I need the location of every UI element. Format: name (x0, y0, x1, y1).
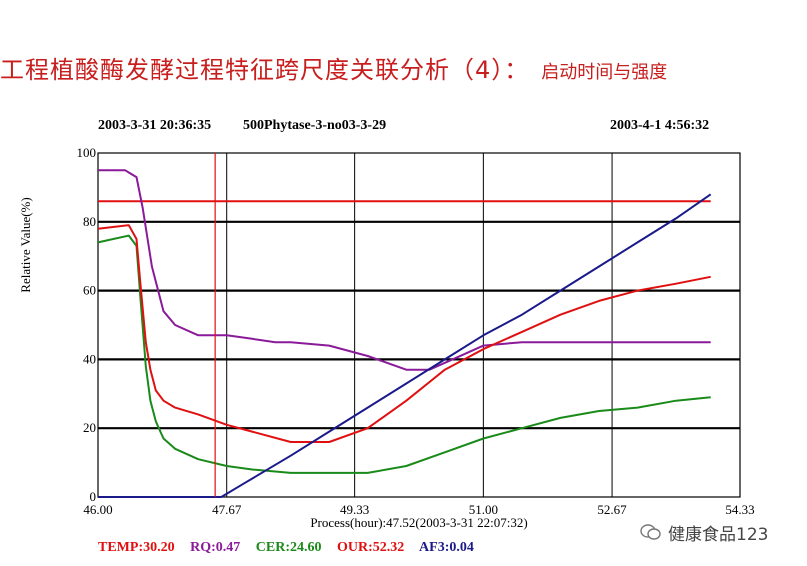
x-tick-label: 49.33 (340, 502, 369, 517)
title-main: 工程植酸酶发酵过程特征跨尺度关联分析（4）： (0, 56, 530, 84)
series-af3 (98, 193, 712, 498)
y-tick-label: 80 (83, 214, 96, 229)
legend: TEMP:30.20 RQ:0.47 CER:24.60 OUR:52.32 A… (98, 540, 486, 556)
legend-rq: RQ:0.47 (190, 540, 241, 555)
legend-our: OUR:52.32 (337, 540, 405, 555)
y-tick-label: 60 (83, 283, 96, 298)
title-sub: 启动时间与强度 (541, 62, 668, 83)
wechat-icon (640, 524, 661, 540)
plot-frame (97, 152, 741, 498)
x-tick-label: 54.33 (725, 502, 754, 517)
x-tick-label: 51.00 (469, 502, 498, 517)
series-rq (98, 169, 711, 371)
y-tick-label: 40 (83, 351, 96, 366)
series-cer (97, 234, 711, 474)
y-tick-label: 20 (83, 420, 96, 435)
x-tick-label: 46.00 (83, 502, 112, 517)
x-tick-label: 47.67 (212, 502, 242, 517)
batch-name: 500Phytase-3-no03-3-29 (243, 118, 387, 133)
legend-temp: TEMP:30.20 (98, 540, 175, 555)
y-tick-label: 100 (77, 145, 97, 160)
watermark: 健康食品123 (640, 520, 790, 545)
y-tick-label: 0 (90, 489, 97, 504)
x-tick-label: 52.67 (597, 502, 627, 517)
end-time: 2003-4-1 4:56:32 (610, 118, 710, 133)
slide-title: 工程植酸酶发酵过程特征跨尺度关联分析（4）： 启动时间与强度 (0, 50, 807, 90)
y-axis-label: Relative Value(%) (18, 197, 33, 292)
legend-af3: AF3:0.04 (419, 540, 474, 555)
start-time: 2003-3-31 20:36:35 (98, 118, 212, 133)
legend-cer: CER:24.60 (255, 540, 322, 555)
series-our (97, 224, 711, 443)
watermark-text: 健康食品123 (668, 524, 769, 545)
x-axis-label: Process(hour):47.52(2003-3-31 22:07:32) (310, 515, 527, 530)
